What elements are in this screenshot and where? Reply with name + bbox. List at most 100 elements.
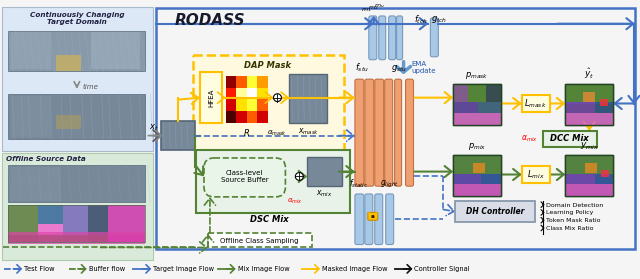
Text: a: a: [371, 214, 374, 219]
Circle shape: [295, 172, 303, 180]
Bar: [453, 84, 468, 102]
Bar: [453, 84, 501, 102]
Text: $m_2$: $m_2$: [367, 4, 378, 12]
Text: $\alpha_{mix}$: $\alpha_{mix}$: [287, 197, 302, 206]
FancyBboxPatch shape: [397, 16, 403, 60]
Bar: [453, 155, 501, 196]
Bar: [453, 174, 481, 184]
Text: $\alpha_{mix}$: $\alpha_{mix}$: [521, 133, 538, 144]
Bar: [88, 205, 108, 242]
Bar: [565, 155, 613, 174]
FancyBboxPatch shape: [204, 158, 285, 197]
FancyBboxPatch shape: [365, 194, 372, 244]
Bar: [8, 205, 38, 242]
Text: Masked Image Flow: Masked Image Flow: [322, 266, 388, 272]
Text: Controller Signal: Controller Signal: [415, 266, 470, 272]
Text: Buffer flow: Buffer flow: [89, 266, 125, 272]
Text: Offline Source Data: Offline Source Data: [6, 156, 86, 162]
Text: DH Controller: DH Controller: [466, 207, 524, 216]
Bar: [8, 165, 145, 202]
Bar: [161, 121, 195, 150]
FancyBboxPatch shape: [388, 16, 396, 60]
Bar: [56, 55, 81, 71]
Bar: [565, 84, 613, 102]
Text: $\alpha_{mask}$: $\alpha_{mask}$: [268, 129, 287, 138]
Bar: [8, 232, 145, 244]
Bar: [3, 153, 154, 260]
Bar: [565, 184, 613, 196]
Bar: [108, 205, 145, 242]
Text: Mix Image Flow: Mix Image Flow: [237, 266, 289, 272]
Bar: [522, 95, 550, 112]
Text: $\hat{y}_{mix}$: $\hat{y}_{mix}$: [580, 138, 599, 152]
Bar: [455, 201, 534, 222]
Bar: [601, 170, 609, 177]
Bar: [3, 7, 154, 151]
Text: $R$: $R$: [243, 127, 250, 138]
Text: $f_{static}$: $f_{static}$: [349, 177, 369, 190]
Text: $L_{mix}$: $L_{mix}$: [527, 168, 545, 181]
FancyBboxPatch shape: [365, 79, 374, 186]
Text: time: time: [83, 84, 99, 90]
FancyBboxPatch shape: [375, 194, 383, 244]
Text: DAP Mask: DAP Mask: [244, 61, 291, 70]
Text: Token Mask Ratio: Token Mask Ratio: [545, 218, 600, 223]
Bar: [565, 155, 613, 196]
Text: Class-level
Source Buffer: Class-level Source Buffer: [221, 170, 269, 183]
Bar: [486, 84, 501, 102]
Bar: [63, 205, 88, 242]
Bar: [12, 167, 61, 201]
Bar: [56, 115, 81, 129]
Bar: [196, 150, 350, 213]
Bar: [453, 155, 501, 196]
Text: $L_{mask}$: $L_{mask}$: [524, 97, 547, 110]
FancyBboxPatch shape: [379, 16, 386, 60]
FancyBboxPatch shape: [385, 79, 393, 186]
Bar: [200, 72, 222, 123]
Bar: [565, 174, 595, 184]
Bar: [156, 8, 635, 249]
FancyBboxPatch shape: [406, 79, 413, 186]
Text: Class Mix Ratio: Class Mix Ratio: [545, 226, 593, 231]
Text: HFEA: HFEA: [208, 88, 214, 107]
Bar: [586, 163, 597, 172]
Bar: [565, 113, 613, 125]
Bar: [108, 235, 145, 242]
Text: $x_{mask}$: $x_{mask}$: [298, 127, 319, 137]
Text: $g_{tch}$: $g_{tch}$: [431, 14, 447, 25]
Text: $f_{stu}$: $f_{stu}$: [355, 62, 369, 74]
Bar: [565, 84, 613, 125]
Text: $p_{mask}$: $p_{mask}$: [465, 70, 489, 81]
Bar: [595, 174, 613, 184]
Bar: [595, 102, 613, 113]
Bar: [38, 205, 63, 224]
Bar: [91, 32, 140, 69]
FancyBboxPatch shape: [369, 16, 377, 60]
Text: Learning Policy: Learning Policy: [545, 210, 593, 215]
Bar: [289, 74, 327, 123]
Bar: [453, 84, 501, 125]
Bar: [565, 102, 595, 113]
Text: $x_t$: $x_t$: [148, 123, 158, 133]
Bar: [12, 96, 51, 136]
Text: DCC Mix: DCC Mix: [550, 134, 589, 143]
Bar: [193, 55, 344, 150]
Text: Target Image Flow: Target Image Flow: [154, 266, 214, 272]
FancyBboxPatch shape: [368, 212, 378, 220]
Text: EMA
update: EMA update: [412, 61, 436, 74]
Bar: [473, 163, 485, 172]
FancyBboxPatch shape: [430, 18, 438, 57]
Bar: [8, 94, 145, 138]
Bar: [565, 155, 613, 196]
Bar: [453, 184, 501, 196]
Text: $m_1$: $m_1$: [360, 6, 371, 14]
FancyBboxPatch shape: [395, 79, 401, 186]
Text: $p_{mix}$: $p_{mix}$: [468, 141, 486, 152]
Text: DSC Mix: DSC Mix: [250, 215, 289, 224]
Bar: [12, 32, 51, 69]
Text: RODASS: RODASS: [175, 13, 246, 28]
Bar: [583, 92, 595, 102]
Bar: [565, 84, 613, 125]
Text: $g_{light}$: $g_{light}$: [380, 179, 399, 190]
Bar: [453, 155, 501, 174]
